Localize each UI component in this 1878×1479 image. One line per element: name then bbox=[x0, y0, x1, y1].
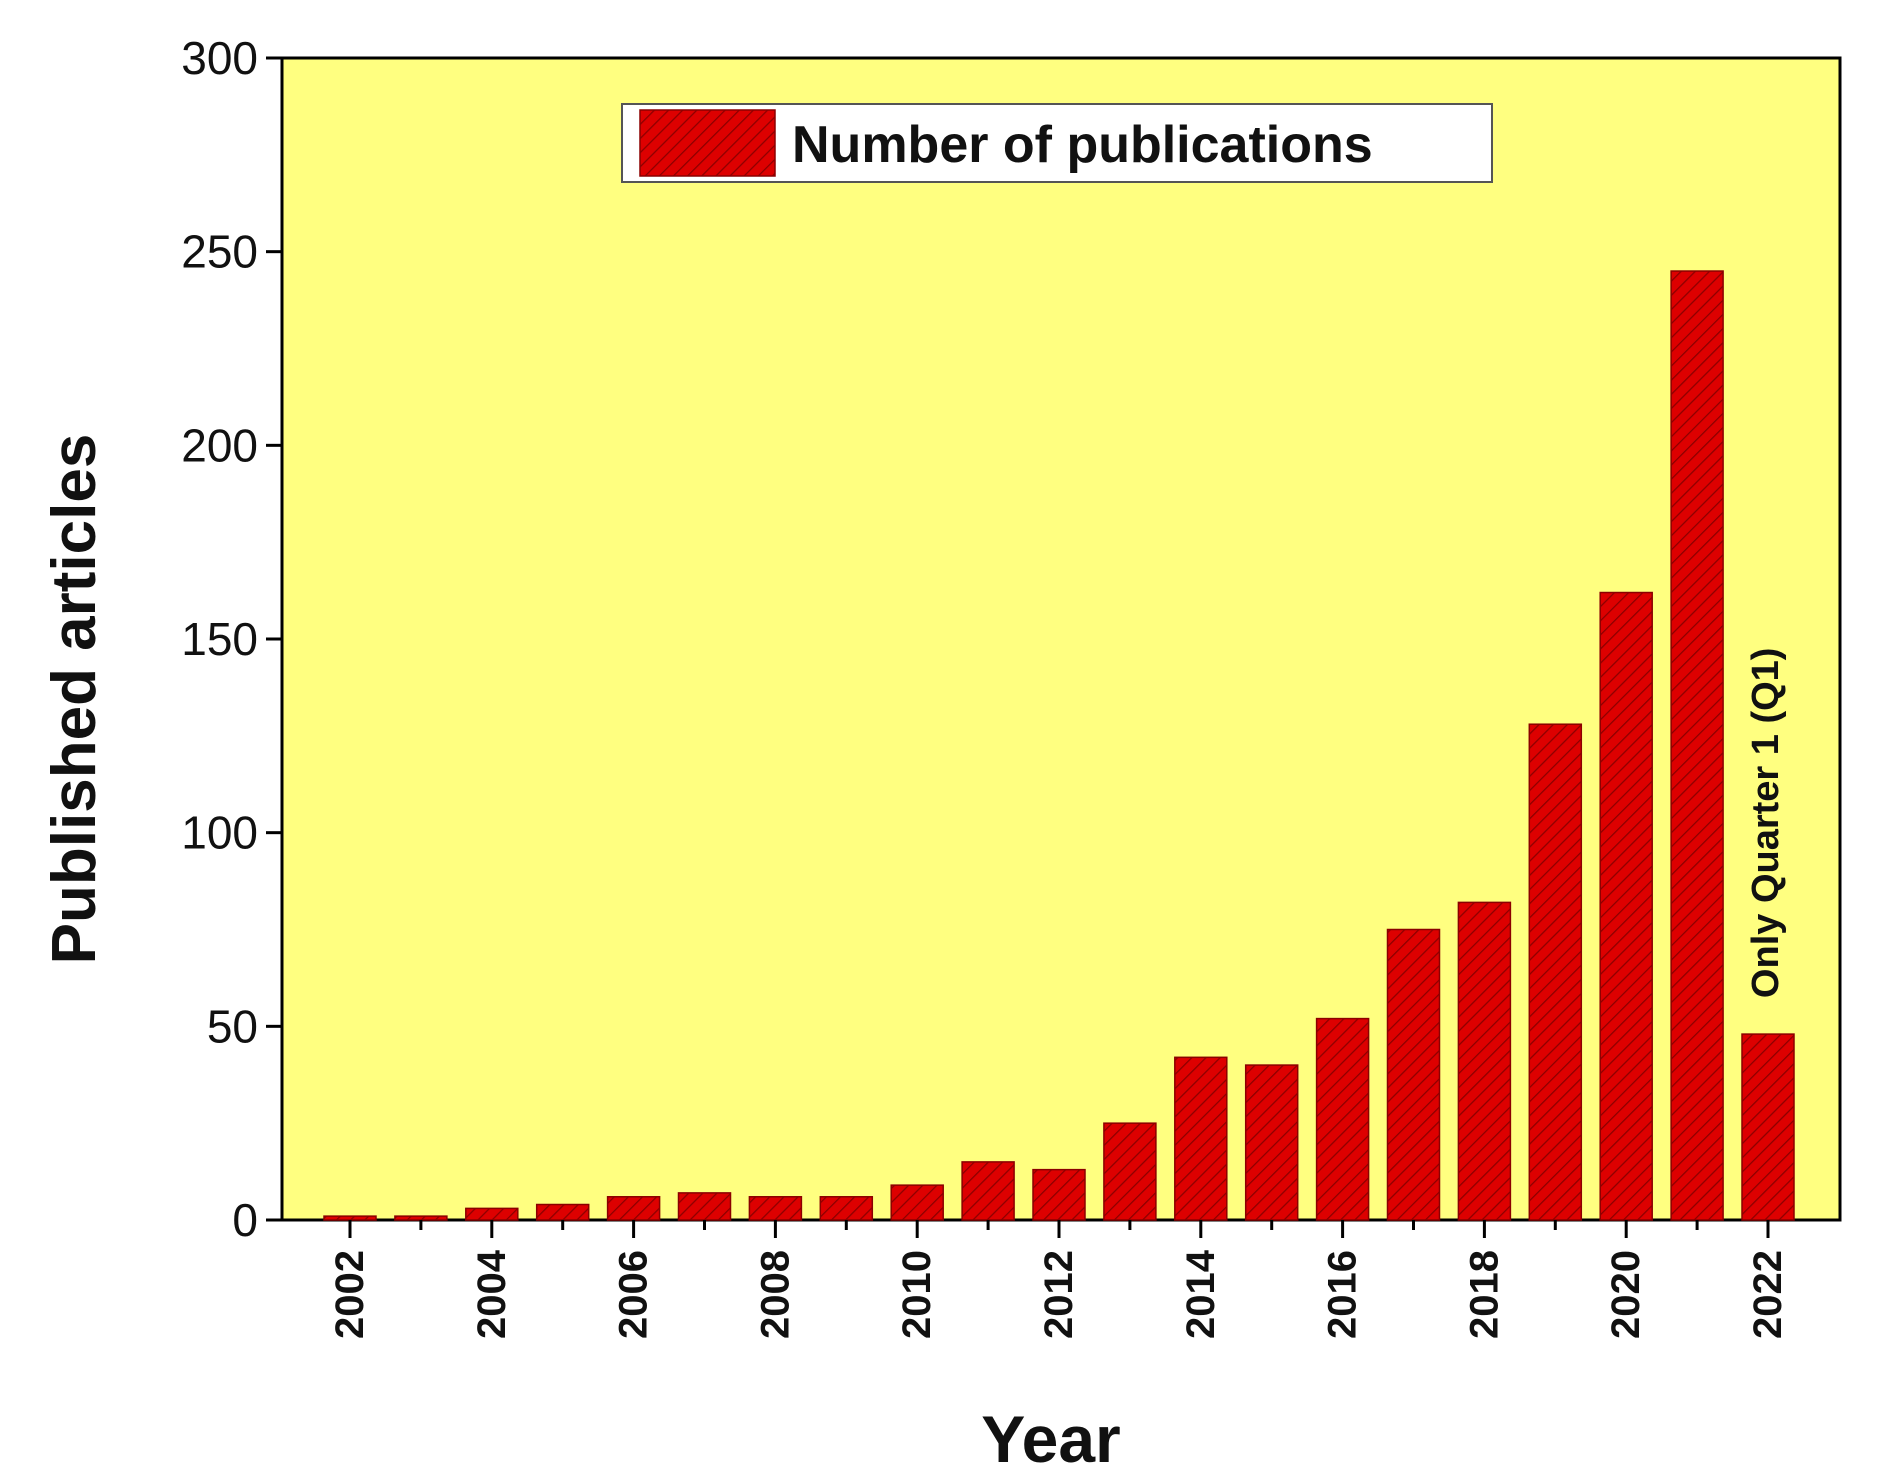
bar-2011 bbox=[961, 1161, 1015, 1221]
bar-2021 bbox=[1670, 270, 1724, 1221]
x-tick-label-2016: 2016 bbox=[1321, 1250, 1365, 1339]
y-tick-label-200: 200 bbox=[181, 419, 258, 471]
x-tick-label-2020: 2020 bbox=[1604, 1250, 1648, 1339]
bar-2013 bbox=[1103, 1122, 1157, 1221]
x-tick-label-2014: 2014 bbox=[1179, 1249, 1223, 1339]
bar-2012 bbox=[1032, 1168, 1086, 1221]
y-tick-label-300: 300 bbox=[181, 32, 258, 84]
x-tick-label-2004: 2004 bbox=[470, 1249, 514, 1339]
x-tick-label-2006: 2006 bbox=[612, 1250, 656, 1339]
x-tick-label-2012: 2012 bbox=[1037, 1250, 1081, 1339]
y-tick-label-0: 0 bbox=[232, 1194, 258, 1246]
bar-2022 bbox=[1741, 1033, 1795, 1221]
y-tick-label-250: 250 bbox=[181, 226, 258, 278]
legend-swatch bbox=[639, 109, 776, 177]
bar-2002 bbox=[323, 1215, 377, 1221]
bar-2008 bbox=[748, 1196, 803, 1221]
bar-2019 bbox=[1528, 723, 1583, 1221]
legend: Number of publications bbox=[621, 103, 1493, 183]
bar-2020 bbox=[1599, 591, 1653, 1221]
y-tick-label-50: 50 bbox=[207, 1000, 258, 1052]
bar-2015 bbox=[1244, 1064, 1299, 1221]
y-axis: 0 50 100 150 200 250 300 bbox=[181, 32, 282, 1246]
bar-2009 bbox=[819, 1196, 874, 1221]
bar-2006 bbox=[606, 1196, 661, 1221]
y-axis-title: Published articles bbox=[40, 434, 109, 965]
x-tick-label-2022: 2022 bbox=[1746, 1250, 1790, 1339]
bar-2004 bbox=[465, 1207, 519, 1221]
x-axis-title: Year bbox=[981, 1402, 1120, 1476]
bar-2003 bbox=[394, 1215, 448, 1221]
x-tick-label-2018: 2018 bbox=[1462, 1250, 1506, 1339]
x-tick-label-2010: 2010 bbox=[895, 1250, 939, 1339]
bar-2010 bbox=[890, 1184, 944, 1221]
x-tick-label-2002: 2002 bbox=[328, 1250, 372, 1339]
bar-2007 bbox=[677, 1192, 732, 1221]
bar-group bbox=[323, 270, 1795, 1221]
y-tick-label-150: 150 bbox=[181, 613, 258, 665]
x-tick-label-2008: 2008 bbox=[753, 1250, 797, 1339]
bar-2017 bbox=[1386, 928, 1441, 1221]
bar-2014 bbox=[1174, 1056, 1228, 1221]
legend-label: Number of publications bbox=[792, 116, 1373, 174]
bar-2005 bbox=[535, 1203, 590, 1221]
bar-2018 bbox=[1457, 901, 1512, 1221]
bar-2016 bbox=[1315, 1017, 1370, 1221]
annotation-q1: Only Quarter 1 (Q1) bbox=[1745, 648, 1787, 999]
x-axis: 2002 2004 2006 2008 2010 2012 2014 2016 2018 2020… bbox=[328, 1220, 1790, 1339]
y-tick-label-100: 100 bbox=[181, 807, 258, 859]
